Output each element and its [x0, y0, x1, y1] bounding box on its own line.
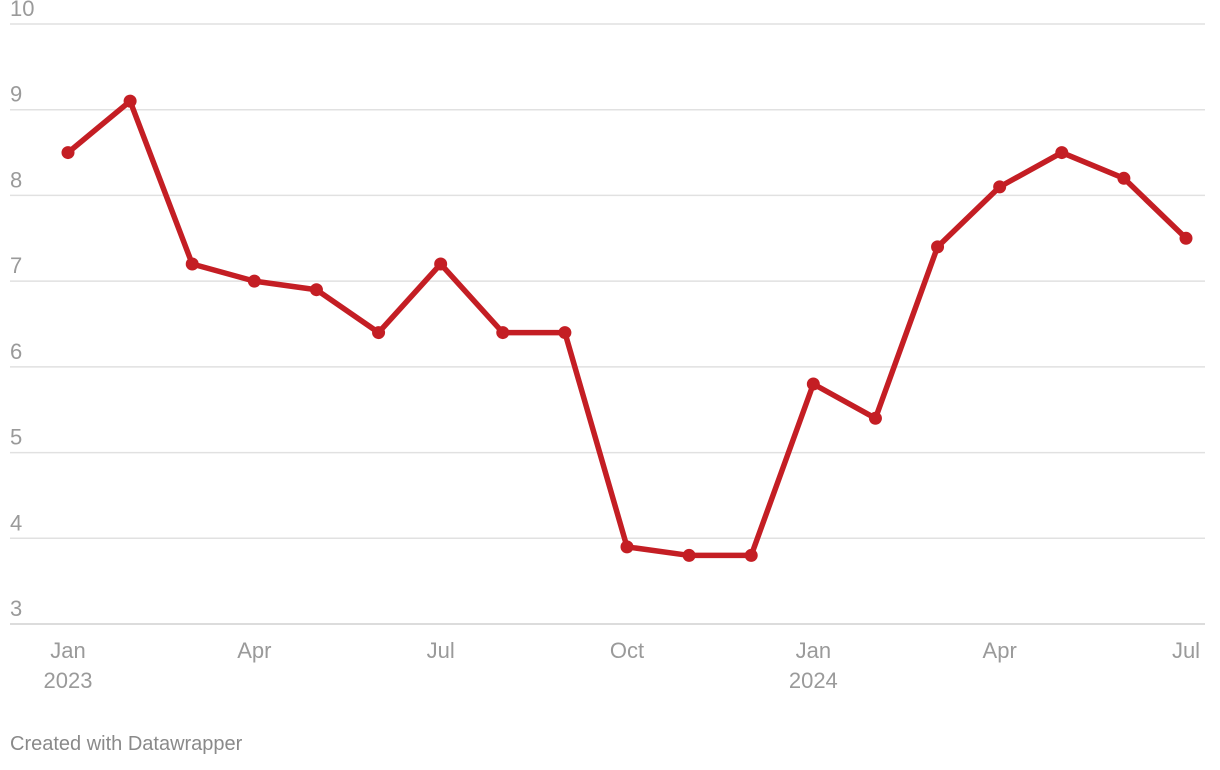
data-point [247, 274, 261, 288]
line-chart: 3 4 5 6 7 8 9 10 Jan 2023 Apr Jul Oct Jan 2024 Apr Jul [10, 0, 1205, 693]
y-tick-label: 4 [10, 510, 22, 535]
x-axis-ticks: Jan 2023 Apr Jul Oct Jan 2024 Apr Jul [44, 638, 1201, 693]
footer-credit: Created with Datawrapper [10, 733, 243, 755]
data-point [558, 326, 572, 340]
data-point [744, 548, 758, 562]
data-point [1117, 171, 1131, 185]
data-point [123, 94, 137, 108]
y-tick-label: 3 [10, 596, 22, 621]
x-tick-label: Jul [1172, 638, 1200, 663]
x-tick-label: Oct [610, 638, 644, 663]
x-tick-label: Jul [427, 638, 455, 663]
series-line [65, 98, 1189, 559]
data-point [682, 548, 696, 562]
data-point [806, 377, 820, 391]
data-point [993, 180, 1007, 194]
data-point [496, 326, 510, 340]
x-tick-label: Apr [983, 638, 1017, 663]
grid-lines [10, 23, 1205, 625]
data-point [372, 326, 386, 340]
y-tick-label: 5 [10, 425, 22, 450]
x-tick-label: Jan [796, 638, 831, 663]
data-point [1179, 231, 1193, 245]
data-point [185, 257, 199, 271]
y-tick-label: 8 [10, 167, 22, 192]
y-tick-label: 7 [10, 253, 22, 278]
data-point [61, 146, 75, 160]
x-tick-label: Apr [237, 638, 271, 663]
x-tick-label: Jan [50, 638, 85, 663]
data-point [620, 540, 634, 554]
x-tick-year-label: 2023 [44, 668, 93, 693]
series-layer [61, 94, 1193, 562]
data-point [309, 283, 323, 297]
y-tick-label: 9 [10, 82, 22, 107]
data-point [434, 257, 448, 271]
data-point [868, 411, 882, 425]
y-tick-label: 6 [10, 339, 22, 364]
data-point [1055, 146, 1069, 160]
y-axis-ticks: 3 4 5 6 7 8 9 10 [10, 0, 34, 621]
data-point [931, 240, 945, 254]
x-tick-year-label: 2024 [789, 668, 838, 693]
y-tick-label: 10 [10, 0, 34, 21]
